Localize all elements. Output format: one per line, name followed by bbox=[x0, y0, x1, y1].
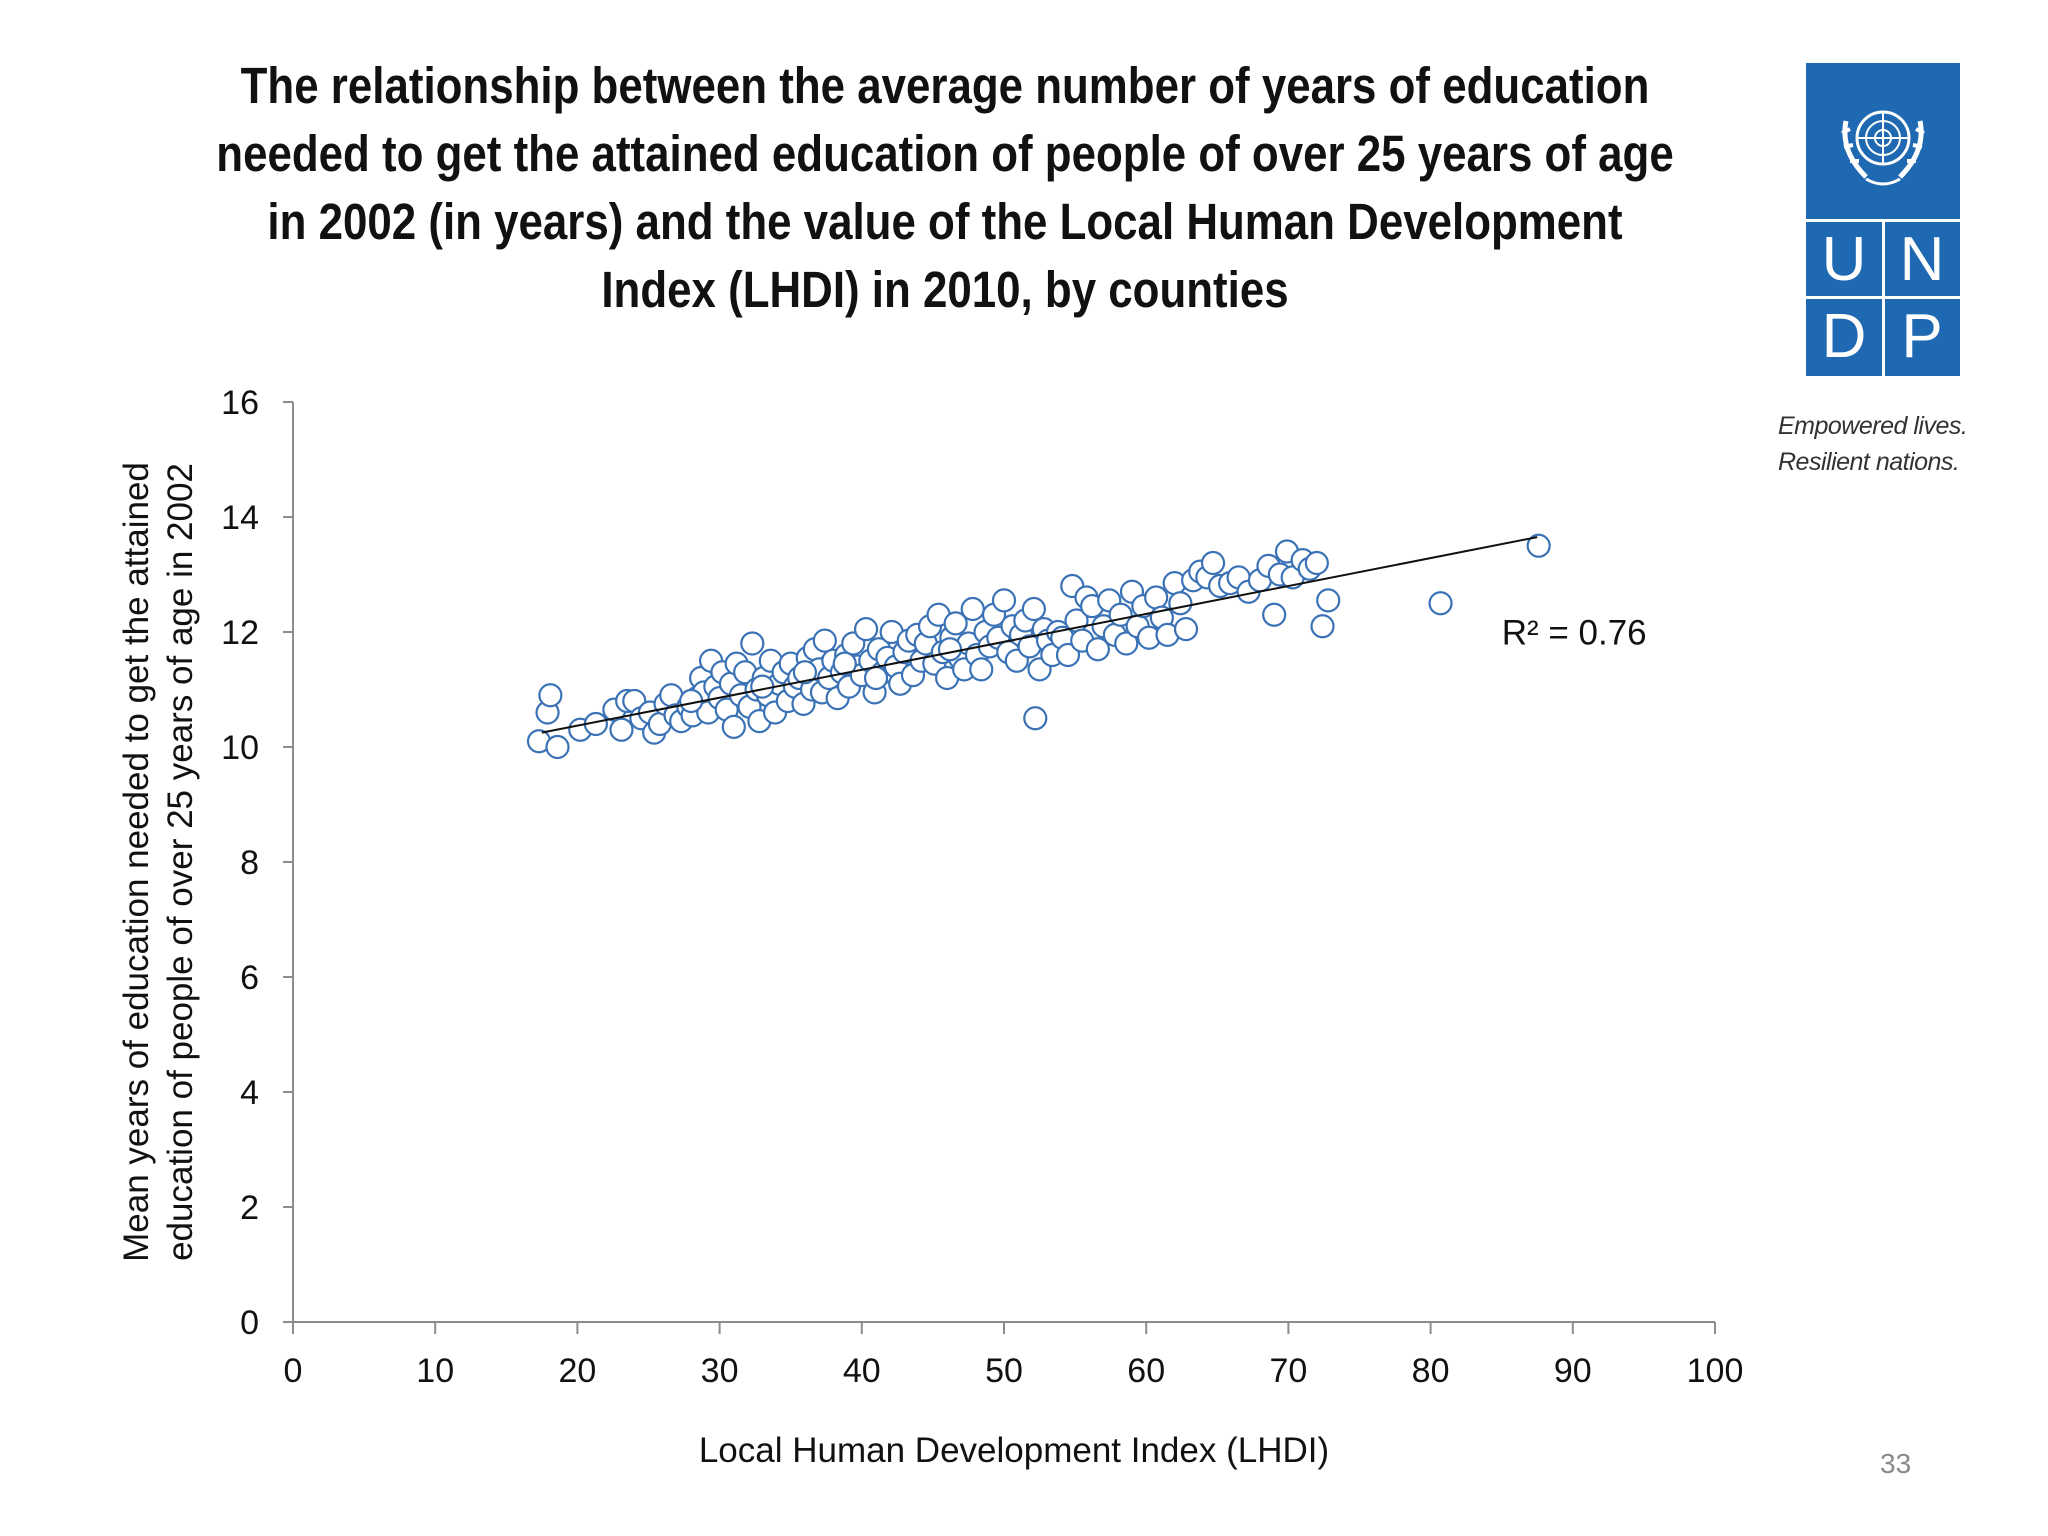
data-point bbox=[943, 611, 968, 636]
data-point bbox=[792, 660, 818, 685]
data-point bbox=[991, 588, 1017, 613]
tagline-line-1: Empowered lives. bbox=[1778, 412, 1968, 440]
data-point bbox=[1200, 550, 1226, 576]
y-tick-label: 8 bbox=[240, 844, 259, 882]
data-point bbox=[1310, 614, 1335, 639]
logo-letter-p: P bbox=[1901, 302, 1943, 371]
x-tick-label: 70 bbox=[1269, 1352, 1307, 1390]
y-axis-title-line-1: Mean years of education needed to get th… bbox=[117, 462, 156, 1262]
data-point bbox=[750, 674, 775, 699]
y-tick-label: 12 bbox=[221, 614, 259, 652]
data-point bbox=[969, 657, 994, 682]
x-tick-label: 60 bbox=[1127, 1352, 1165, 1390]
logo-letter-d: D bbox=[1821, 302, 1867, 371]
y-tick-label: 4 bbox=[240, 1074, 259, 1112]
data-point bbox=[1316, 588, 1341, 613]
data-point bbox=[1085, 637, 1110, 662]
data-point bbox=[1144, 585, 1169, 610]
slide-title: The relationship between the average num… bbox=[216, 57, 1674, 318]
data-point bbox=[740, 631, 765, 656]
logo-divider bbox=[1882, 219, 1885, 376]
data-point bbox=[832, 651, 857, 676]
data-point bbox=[812, 628, 837, 653]
x-tick-label: 10 bbox=[416, 1352, 454, 1390]
data-point bbox=[1428, 591, 1453, 616]
data-point bbox=[863, 665, 889, 691]
data-point bbox=[937, 637, 963, 662]
trendline bbox=[541, 536, 1538, 734]
data-point bbox=[1021, 596, 1046, 622]
x-tick-label: 30 bbox=[701, 1352, 739, 1390]
tagline-line-2: Resilient nations. bbox=[1778, 448, 1960, 476]
undp-logo: U N D P bbox=[1806, 63, 1960, 376]
logo-letter-u: U bbox=[1821, 225, 1867, 294]
y-tick-label: 6 bbox=[240, 959, 259, 997]
x-tick-label: 80 bbox=[1412, 1352, 1450, 1390]
data-point bbox=[1055, 642, 1081, 668]
data-point bbox=[960, 596, 985, 622]
y-tick-label: 10 bbox=[221, 729, 259, 767]
data-point bbox=[1114, 631, 1139, 656]
un-emblem-icon bbox=[1841, 110, 1925, 186]
data-point bbox=[1526, 533, 1551, 558]
r-squared-annotation: R² = 0.76 bbox=[1502, 614, 1647, 653]
data-point bbox=[1168, 591, 1193, 616]
x-tick-label: 50 bbox=[985, 1352, 1023, 1390]
x-tick-label: 100 bbox=[1687, 1352, 1744, 1390]
y-tick-label: 16 bbox=[221, 384, 259, 422]
data-point bbox=[609, 717, 634, 742]
page-number: 33 bbox=[1880, 1448, 1912, 1479]
data-point bbox=[1262, 602, 1287, 627]
data-point bbox=[1304, 550, 1329, 576]
x-tick-label: 40 bbox=[843, 1352, 881, 1390]
data-point bbox=[721, 714, 746, 739]
y-tick-label: 2 bbox=[240, 1189, 259, 1227]
logo-letter-n: N bbox=[1899, 225, 1945, 294]
data-point bbox=[545, 734, 570, 760]
x-tick-label: 90 bbox=[1554, 1352, 1592, 1390]
y-tick-label: 0 bbox=[240, 1304, 259, 1342]
data-point bbox=[1173, 617, 1199, 642]
data-point bbox=[1023, 706, 1048, 731]
x-tick-label: 0 bbox=[284, 1352, 303, 1390]
logo-tagline: Empowered lives. Resilient nations. bbox=[1778, 408, 1992, 480]
data-point bbox=[538, 683, 563, 708]
data-point bbox=[853, 617, 879, 642]
y-axis-title-line-2: education of people of over 25 years of … bbox=[161, 463, 200, 1261]
x-axis-title: Local Human Development Index (LHDI) bbox=[699, 1431, 1329, 1470]
x-tick-label: 20 bbox=[558, 1352, 596, 1390]
y-tick-label: 14 bbox=[221, 499, 259, 537]
